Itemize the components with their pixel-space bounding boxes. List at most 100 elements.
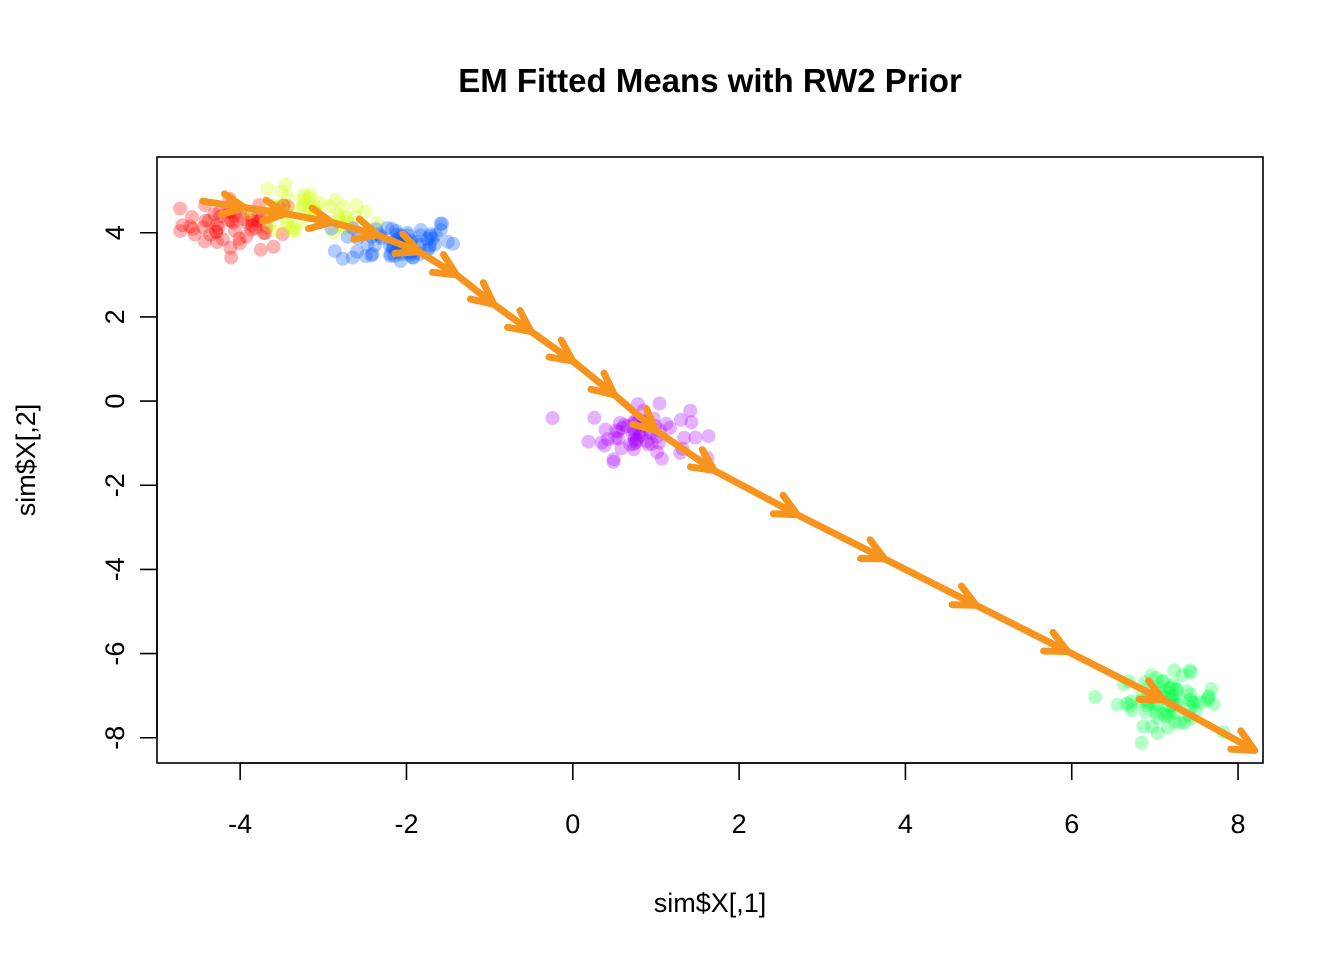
data-point <box>1173 716 1188 731</box>
data-point <box>632 428 647 443</box>
data-point <box>274 184 289 199</box>
path-arrowhead <box>1227 727 1259 754</box>
data-point <box>278 177 293 192</box>
data-point <box>684 415 699 430</box>
data-point <box>1120 696 1135 711</box>
data-point <box>1155 673 1170 688</box>
data-point <box>1179 684 1194 699</box>
data-point <box>1150 710 1165 725</box>
data-point <box>303 187 318 202</box>
data-point <box>1136 719 1151 734</box>
data-point <box>629 432 644 447</box>
data-point <box>322 199 337 214</box>
path-segment <box>569 357 618 399</box>
data-point <box>433 223 448 237</box>
y-tick-label: -4 <box>100 557 130 581</box>
data-point <box>1177 715 1192 730</box>
data-point <box>203 227 218 242</box>
data-point <box>1183 687 1198 702</box>
path-segment <box>527 328 577 365</box>
data-point <box>423 227 438 242</box>
data-point <box>626 442 641 457</box>
data-point <box>235 212 250 226</box>
path-segment <box>1064 648 1167 704</box>
data-point <box>425 231 440 246</box>
data-point <box>228 223 242 238</box>
path-segment <box>793 511 889 563</box>
data-point <box>659 416 674 431</box>
data-point <box>350 244 365 259</box>
x-tick-label: -4 <box>228 809 252 839</box>
data-point <box>688 430 703 445</box>
data-point <box>1175 668 1190 683</box>
data-point <box>1123 698 1138 713</box>
data-point <box>266 239 281 254</box>
data-point <box>207 207 222 222</box>
data-point <box>1110 697 1125 712</box>
data-point <box>256 226 271 240</box>
data-point <box>367 238 382 253</box>
data-point <box>1193 695 1208 710</box>
data-point <box>285 224 300 239</box>
data-point <box>296 192 311 207</box>
data-point <box>413 223 428 237</box>
data-point <box>239 229 254 244</box>
path-segment <box>610 391 660 434</box>
chart-title: EM Fitted Means with RW2 Prior <box>458 62 962 99</box>
data-point <box>654 451 669 466</box>
cluster-1-points <box>173 191 295 265</box>
data-point <box>275 227 290 241</box>
data-point <box>1162 708 1177 723</box>
data-point <box>422 238 437 253</box>
data-point <box>1167 663 1182 678</box>
data-point <box>198 213 213 228</box>
data-point <box>248 220 263 235</box>
data-point <box>335 251 350 266</box>
x-axis: -4 -2 0 2 4 6 8 <box>228 762 1246 839</box>
data-point <box>427 237 442 252</box>
data-point <box>1124 703 1139 718</box>
data-point <box>1150 726 1165 741</box>
data-point <box>358 249 373 264</box>
data-point <box>223 240 238 255</box>
data-point <box>296 201 310 216</box>
data-point <box>634 428 649 442</box>
x-tick-label: 0 <box>565 809 580 839</box>
data-point <box>185 210 199 224</box>
data-point <box>393 254 408 268</box>
path-segment <box>1159 696 1259 754</box>
data-point <box>663 420 677 435</box>
data-point <box>1134 735 1149 750</box>
path-segment <box>881 555 980 609</box>
fitted-mean-path <box>199 190 1259 754</box>
data-point <box>313 195 327 210</box>
data-point <box>545 411 560 426</box>
data-point <box>435 216 450 231</box>
data-point <box>683 403 698 418</box>
data-point <box>701 429 716 444</box>
data-point <box>1138 704 1153 719</box>
data-point <box>232 231 247 246</box>
data-point <box>1206 697 1221 712</box>
data-point <box>349 198 364 213</box>
data-point <box>597 438 612 453</box>
data-point <box>211 220 226 235</box>
data-point <box>644 436 659 451</box>
data-point <box>1182 663 1197 678</box>
data-point <box>581 434 596 449</box>
data-point <box>197 234 212 249</box>
y-tick-label: 4 <box>100 225 130 240</box>
x-tick-label: 4 <box>898 809 913 839</box>
data-point <box>296 197 310 212</box>
data-point <box>1187 695 1202 710</box>
data-point <box>1155 674 1170 689</box>
data-point <box>226 215 241 230</box>
data-point <box>1156 707 1171 722</box>
data-point <box>1185 695 1200 710</box>
data-point <box>611 424 626 439</box>
data-point <box>1201 689 1216 703</box>
data-point <box>650 445 665 460</box>
data-point <box>598 422 613 437</box>
data-point <box>1161 720 1176 735</box>
